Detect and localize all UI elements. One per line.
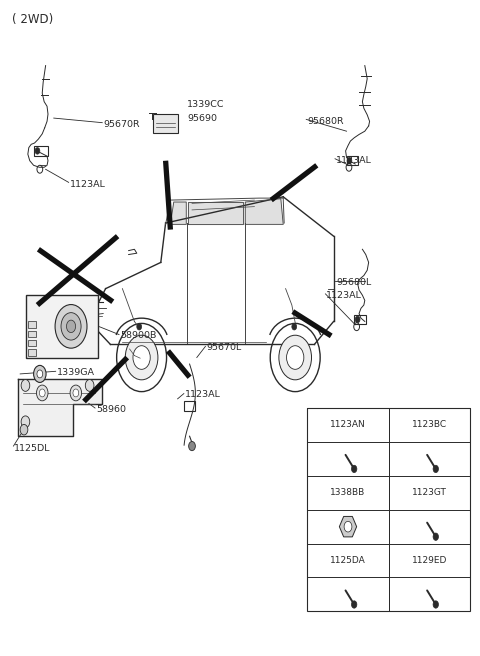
Circle shape [55, 304, 87, 348]
Bar [28, 340, 36, 346]
Circle shape [36, 385, 48, 401]
Text: 1123BC: 1123BC [412, 420, 447, 430]
Bar [28, 349, 36, 356]
Text: 95670R: 95670R [103, 120, 140, 129]
Circle shape [137, 323, 142, 330]
Circle shape [270, 323, 320, 392]
Circle shape [133, 346, 150, 369]
Text: ( 2WD): ( 2WD) [12, 13, 53, 26]
Text: 1125DL: 1125DL [14, 443, 51, 453]
Text: 1123AN: 1123AN [330, 420, 366, 430]
Circle shape [279, 335, 312, 380]
Bar [354, 315, 366, 324]
Circle shape [70, 385, 82, 401]
Bar [28, 331, 36, 337]
Text: 1123AL: 1123AL [336, 156, 372, 165]
Text: 95680R: 95680R [307, 117, 344, 126]
Circle shape [433, 601, 438, 608]
Circle shape [61, 313, 81, 340]
Circle shape [287, 346, 304, 369]
Circle shape [433, 465, 438, 472]
Circle shape [351, 465, 357, 472]
Text: 1125DA: 1125DA [330, 556, 366, 565]
Circle shape [37, 370, 43, 378]
Circle shape [85, 380, 94, 392]
Circle shape [433, 533, 438, 541]
Bar [347, 156, 358, 165]
Polygon shape [245, 199, 283, 224]
Circle shape [21, 380, 30, 392]
Circle shape [35, 148, 40, 154]
Circle shape [125, 335, 158, 380]
Text: 1123AL: 1123AL [185, 390, 221, 400]
Circle shape [39, 389, 45, 397]
Text: 1123AL: 1123AL [70, 180, 106, 190]
Circle shape [292, 323, 297, 330]
Text: 1338BB: 1338BB [330, 488, 366, 497]
Circle shape [355, 316, 360, 323]
Bar [26, 295, 98, 358]
Bar [28, 321, 36, 328]
Circle shape [66, 320, 75, 333]
Polygon shape [188, 202, 243, 224]
Text: 1129ED: 1129ED [412, 556, 447, 565]
Circle shape [21, 416, 30, 428]
Polygon shape [170, 202, 186, 224]
Circle shape [34, 365, 46, 382]
Text: 1123GT: 1123GT [412, 488, 447, 497]
Circle shape [344, 522, 352, 532]
Bar [153, 114, 178, 133]
Circle shape [20, 424, 28, 435]
Circle shape [351, 601, 357, 608]
Circle shape [347, 157, 352, 164]
Text: 1123AL: 1123AL [326, 291, 362, 300]
Bar [184, 401, 195, 411]
Circle shape [117, 323, 167, 392]
Bar [34, 146, 48, 156]
Text: 95670L: 95670L [206, 343, 241, 352]
Polygon shape [18, 379, 102, 436]
Text: 95690: 95690 [187, 113, 217, 123]
Circle shape [189, 441, 195, 451]
Polygon shape [339, 516, 357, 537]
Text: 1339CC: 1339CC [187, 100, 225, 110]
Circle shape [73, 389, 79, 397]
Bar [307, 408, 470, 611]
Text: 1339GA: 1339GA [57, 368, 95, 377]
Text: 95680L: 95680L [336, 277, 371, 287]
Text: 58900B: 58900B [120, 331, 156, 340]
Text: 58960: 58960 [96, 405, 126, 415]
